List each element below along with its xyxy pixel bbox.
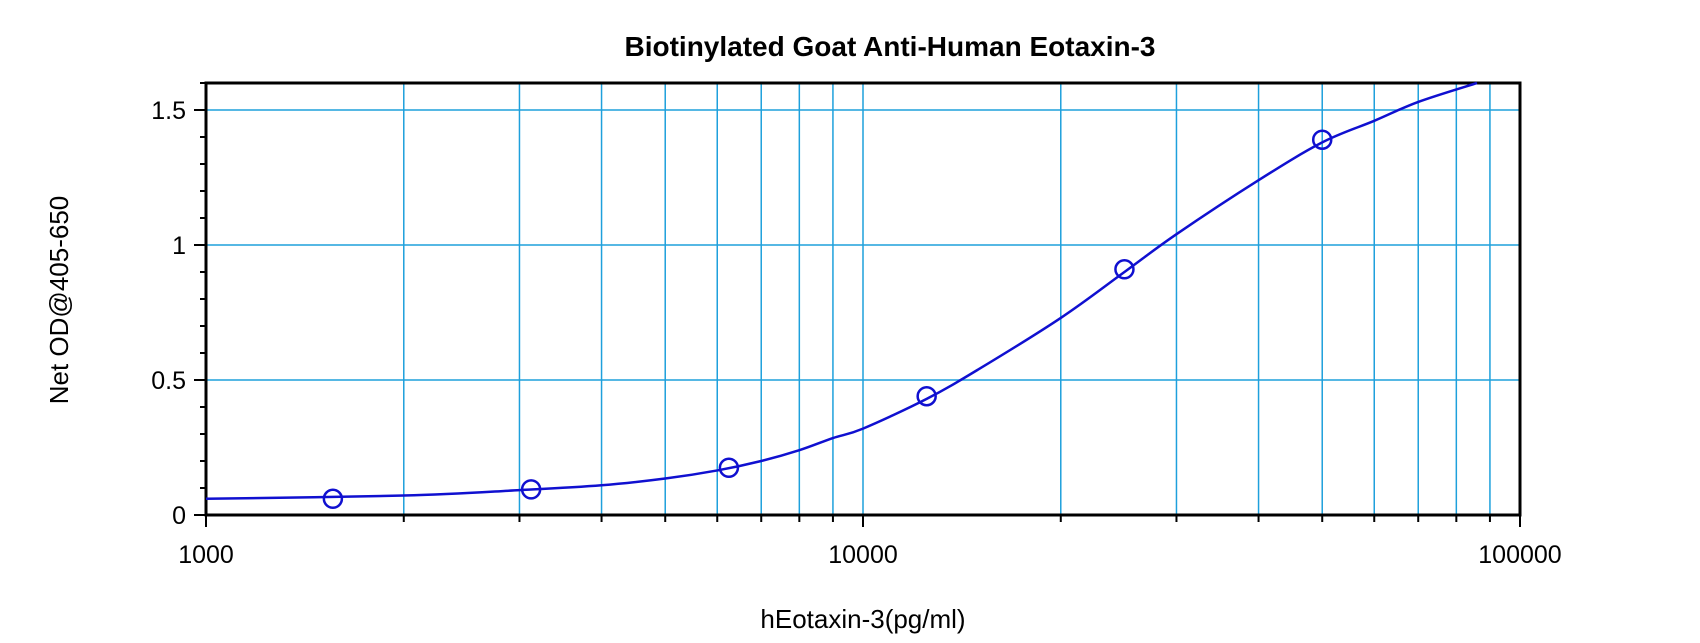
y-tick-label: 1.5 [151, 97, 186, 125]
data-point [718, 457, 740, 478]
label-layer: 1000 10000 100000 0 0.5 1 1.5 [151, 97, 1561, 569]
curve-layer [205, 81, 1478, 501]
data-point [520, 479, 542, 500]
data-point [1114, 259, 1135, 280]
y-tick-label: 0.5 [151, 367, 186, 395]
x-axis-label: hEotaxin-3(pg/ml) [760, 604, 965, 634]
chart-title: Biotinylated Goat Anti-Human Eotaxin-3 [625, 31, 1156, 62]
fit-curve [205, 81, 1478, 501]
data-point [322, 488, 344, 510]
plot-frame [204, 81, 1522, 517]
y-tick-label: 1 [172, 232, 186, 260]
y-tick-label: 0 [172, 502, 186, 530]
y-axis-label: Net OD@405-650 [44, 196, 74, 405]
x-tick-label: 1000 [178, 541, 234, 569]
point-layer [322, 129, 1333, 510]
grid-layer [206, 83, 1520, 515]
x-tick-label: 10000 [828, 541, 898, 569]
data-point [916, 385, 937, 407]
x-tick-label: 100000 [1478, 541, 1561, 569]
data-point [1311, 129, 1333, 150]
